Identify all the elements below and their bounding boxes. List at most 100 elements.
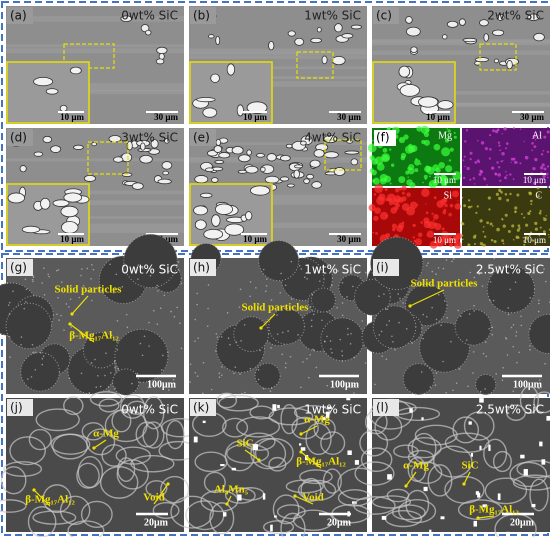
particle [208,34,215,39]
texture [543,135,547,139]
texture [244,391,246,394]
texture [429,240,438,249]
network [432,445,473,478]
particle [462,37,478,43]
texture [249,367,252,370]
texture [233,372,235,375]
particle [399,84,420,97]
texture [491,326,494,329]
texture [401,196,407,202]
texture [501,133,503,135]
network [492,450,512,473]
texture [514,281,517,284]
sample-label: 2.5wt% SiC [476,403,544,417]
particle [523,469,528,476]
texture [402,302,404,304]
texture [425,264,428,267]
texture [105,352,107,355]
texture [373,193,377,196]
particle [210,177,219,183]
label-bg [373,399,399,416]
texture [512,239,515,241]
scale-label: 100μm [147,379,177,390]
texture [42,355,45,358]
texture [170,310,172,313]
arrow-head [293,494,297,498]
texture [542,149,545,152]
texture [395,203,400,208]
particle [277,404,280,409]
texture [20,336,23,338]
texture [117,367,120,370]
texture [163,294,166,297]
texture [270,387,273,389]
panel: 20μm 2.5wt% SiC α-Mg SiC β-Mg₁₇Al₁₂ (l) [353,385,550,541]
texture [30,376,33,378]
texture [196,292,198,295]
texture [489,281,492,283]
texture [423,174,428,179]
texture [497,166,501,169]
texture [91,264,93,266]
label-bg [7,399,33,416]
element-label: Al [532,130,542,141]
texture [376,163,385,171]
annotation: Solid particles [242,302,310,314]
texture [493,239,497,244]
particle [264,175,280,184]
texture [249,281,252,283]
particle [520,454,525,459]
texture [220,336,223,338]
texture [382,154,389,162]
texture [512,345,515,348]
sample-label: 0wt% SiC [121,403,178,417]
particle [194,219,207,230]
texture [60,281,63,283]
texture [420,371,423,373]
particle [313,149,325,158]
texture [421,188,430,198]
particle [33,151,44,157]
texture [450,340,452,343]
texture [426,230,435,238]
texture [302,361,304,363]
texture [32,280,34,283]
particle [69,66,82,75]
label-bg [373,7,399,24]
particle [293,169,300,179]
texture [326,384,328,387]
texture [202,361,205,364]
network [405,489,430,520]
texture [523,239,526,243]
scale-label: 100μm [330,379,360,390]
network [299,469,333,485]
particle [334,23,343,33]
texture [180,347,183,350]
element-label: Si [444,190,453,201]
texture [497,141,501,144]
texture [492,129,496,133]
texture [126,326,129,329]
scale-label: 20μm [144,517,169,528]
texture [339,338,342,341]
texture [255,287,257,289]
particle [477,492,481,498]
texture [315,366,318,369]
texture [546,130,550,134]
particle [442,34,448,40]
network [165,420,185,450]
texture [499,149,502,152]
panel-label: (g) [10,261,27,275]
grain [5,302,53,350]
texture [480,170,484,174]
texture [532,181,537,185]
texture [529,348,531,351]
texture [312,313,315,316]
texture [137,278,139,280]
texture [394,349,396,351]
texture [538,379,541,381]
texture [518,269,521,272]
texture [41,282,44,284]
annotation: α-Mg [93,428,119,440]
texture [443,300,446,302]
